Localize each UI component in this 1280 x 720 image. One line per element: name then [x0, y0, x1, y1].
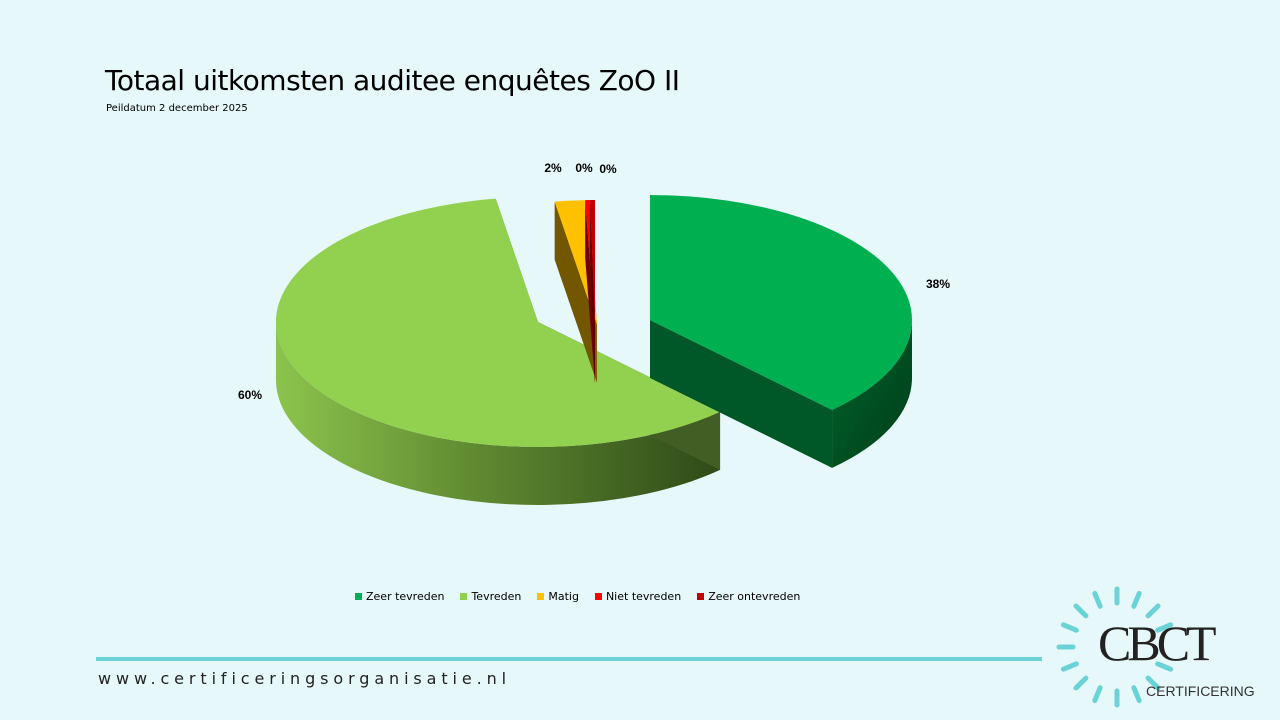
- slice-zeer-ontevreden: [590, 200, 595, 383]
- slice-rim-zeer-tevreden: [832, 320, 912, 468]
- logo-ray: [1073, 675, 1089, 691]
- logo-ray: [1060, 661, 1079, 672]
- page-title: Totaal uitkomsten auditee enquêtes ZoO I…: [105, 64, 680, 97]
- logo-ray: [1131, 590, 1142, 609]
- data-label-tevreden: 60%: [238, 388, 262, 402]
- legend-swatch-niet-tevreden: [594, 593, 602, 600]
- logo-rays: [1056, 586, 1174, 708]
- slice-top-zeer-ontevreden: [590, 200, 595, 325]
- legend-label-niet-tevreden: Niet tevreden: [605, 590, 682, 603]
- logo-subtext: CERTIFICERING: [1146, 683, 1255, 699]
- logo-ray: [1155, 622, 1174, 633]
- data-label-niet-tevreden: 0%: [575, 161, 593, 175]
- slice-top-tevreden: [276, 198, 721, 447]
- data-label-zeer-ontevreden: 0%: [599, 162, 617, 176]
- slice-wall-start-zeer-ontevreden: [590, 200, 595, 383]
- logo-ray: [1145, 603, 1161, 619]
- logo-ray: [1131, 685, 1142, 704]
- page-subtitle: Peildatum 2 december 2025: [106, 103, 248, 114]
- slice-wall-start-matig: [554, 201, 597, 383]
- pie-labels: 38% 60% 2% 0% 0%: [238, 161, 950, 402]
- legend-label-zeer-ontevreden: Zeer ontevreden: [708, 590, 801, 603]
- slice-top-zeer-tevreden: [650, 195, 913, 410]
- logo-text: CBCT: [1098, 615, 1216, 671]
- legend-label-matig: Matig: [548, 590, 579, 603]
- logo-ray: [1145, 675, 1161, 691]
- pie-slices: [276, 195, 913, 506]
- legend-label-tevreden: Tevreden: [471, 590, 522, 603]
- logo-ray: [1155, 661, 1174, 672]
- footer-divider: [96, 657, 1042, 661]
- slice-zeer-tevreden: [650, 195, 913, 468]
- legend-item-zeer-tevreden: Zeer tevreden: [355, 590, 444, 603]
- website-link[interactable]: www.certificeringsorganisatie.nl: [98, 669, 511, 688]
- slice-rim-tevreden: [276, 322, 721, 506]
- logo-ray: [1073, 603, 1089, 619]
- cbct-logo: CBCT CERTIFICERING: [1056, 586, 1255, 708]
- data-label-zeer-tevreden: 38%: [926, 277, 950, 291]
- legend-item-matig: Matig: [537, 590, 579, 603]
- legend-item-tevreden: Tevreden: [460, 590, 521, 603]
- legend-swatch-tevreden: [460, 593, 468, 600]
- legend-label-zeer-tevreden: Zeer tevreden: [366, 590, 445, 603]
- legend-item-niet-tevreden: Niet tevreden: [594, 590, 682, 603]
- data-label-matig: 2%: [544, 161, 562, 175]
- chart-legend: Zeer tevreden Tevreden Matig Niet tevreden Z…: [355, 590, 800, 603]
- logo-ray: [1092, 590, 1103, 609]
- legend-swatch-zeer-ontevreden: [697, 593, 705, 600]
- legend-swatch-matig: [537, 593, 545, 600]
- legend-swatch-zeer-tevreden: [355, 593, 362, 600]
- logo-ray: [1060, 622, 1079, 633]
- slice-wall-end-zeer-tevreden: [650, 320, 833, 468]
- legend-item-zeer-ontevreden: Zeer ontevreden: [697, 590, 800, 603]
- logo-ray: [1092, 685, 1103, 704]
- slice-tevreden: [276, 198, 721, 506]
- slice-wall-start-niet-tevreden: [585, 200, 595, 383]
